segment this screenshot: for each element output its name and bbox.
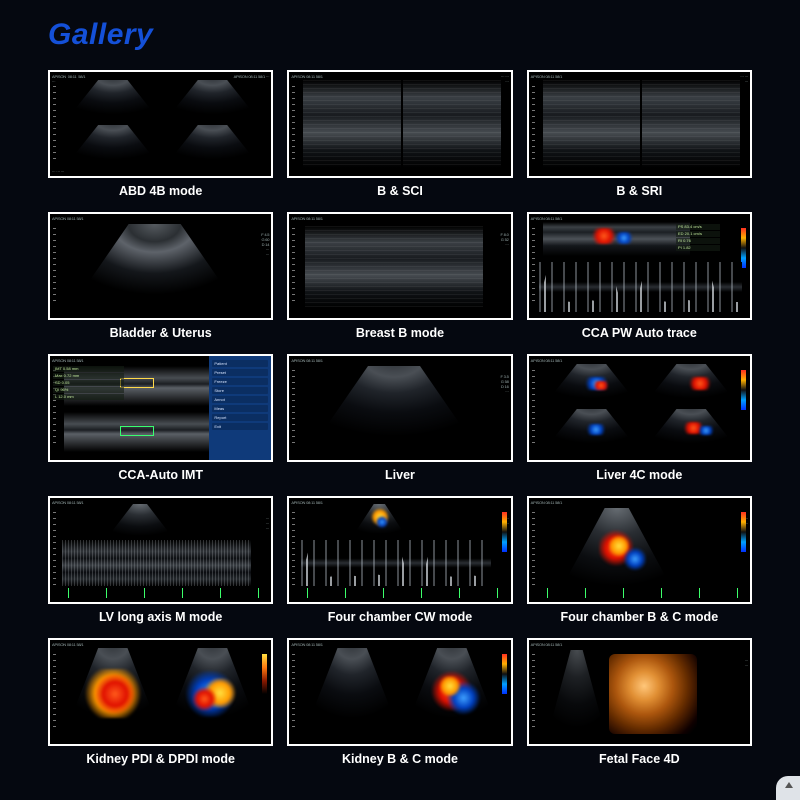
thumbnail: APISON 08:11 58/1 IMT 0.58 mmMax 0.72 mm… — [48, 354, 273, 462]
gallery-item[interactable]: APISON 08:11 58/1 F 4.5G 60D 14······ Bl… — [48, 212, 273, 348]
thumbnail-caption: Liver — [287, 462, 512, 490]
thumbnail: APISON 08:11 58/1 — [287, 638, 512, 746]
meta-text: F 4.5G 60D 14······ — [261, 232, 269, 257]
meta-text: APISON 08:11 58/1 — [291, 642, 322, 647]
depth-scale — [292, 654, 295, 730]
meta-text: APISON 08:11 58/1 — [52, 216, 83, 221]
meta-text: ··· ······ — [740, 74, 748, 84]
meta-text: APISON 08:11 58/1 — [291, 74, 322, 79]
thumbnail: APISON 08:11 58/1 F 3.5G 58D 16··· — [287, 354, 512, 462]
depth-scale — [53, 654, 56, 730]
meta-text: APISON 08:11 58/1 — [291, 216, 322, 221]
depth-scale — [53, 228, 56, 304]
meta-text: F 3.5G 58D 16··· — [501, 374, 509, 394]
thumbnail-caption: CCA-Auto IMT — [48, 462, 273, 490]
thumbnail-caption: CCA PW Auto trace — [527, 320, 752, 348]
depth-scale — [53, 512, 56, 588]
meta-text: APISON 08:11 58/1 — [291, 358, 322, 363]
thumbnail-caption: Bladder & Uterus — [48, 320, 273, 348]
thumbnail: APISON 08:11 58/1 F 4.5G 60D 14······ — [48, 212, 273, 320]
meta-text: APISON 08:11 58/1 — [531, 216, 562, 221]
gallery-item[interactable]: APISON 08:11 58/1 F 8.0G 52··· Breast B … — [287, 212, 512, 348]
thumbnail: APISON 08:11 58/1 ······ — [527, 638, 752, 746]
gallery-item[interactable]: APISON 08:11 58/1 ······ Fetal Face 4D — [527, 638, 752, 774]
depth-scale — [532, 86, 535, 162]
depth-scale — [532, 370, 535, 446]
thumbnail-caption: B & SRI — [527, 178, 752, 206]
meta-text: ········· — [266, 516, 269, 531]
depth-scale — [292, 228, 295, 304]
meta-text: APISON 08:11 58/1 — [52, 358, 83, 363]
thumbnail-caption: Liver 4C mode — [527, 462, 752, 490]
gallery-item[interactable]: APISON 08:11 58/1 ··· ······ B & SRI — [527, 70, 752, 206]
thumbnail-caption: Breast B mode — [287, 320, 512, 348]
thumbnail: APISON 08:11 58/1 ··· ······ — [287, 70, 512, 178]
meta-text: F 8.0G 52··· — [501, 232, 509, 247]
thumbnail-caption: Kidney B & C mode — [287, 746, 512, 774]
meta-text: APISON 08:11 58/1 ··· — [234, 74, 270, 79]
depth-scale — [532, 654, 535, 730]
color-scale — [502, 512, 507, 552]
thumbnail: APISON 08:11 58/1 F 8.0G 52··· — [287, 212, 512, 320]
thumbnail-caption: LV long axis M mode — [48, 604, 273, 632]
meta-text: APISON 08:11 58/1 — [531, 358, 562, 363]
scroll-to-top-button[interactable] — [776, 776, 800, 800]
meta-text: ··· ··· ··· — [52, 169, 64, 174]
meta-text: APISON 08:11 58/1 — [52, 500, 83, 505]
ecg-trace — [289, 588, 510, 598]
depth-scale — [292, 512, 295, 588]
thumbnail-caption: Four chamber B & C mode — [527, 604, 752, 632]
meta-text: APISON 08:11 58/1 — [531, 500, 562, 505]
thumbnail-caption: B & SCI — [287, 178, 512, 206]
ecg-trace — [50, 588, 271, 598]
thumbnail: APISON 08:11 58/1 ······ — [287, 496, 512, 604]
meta-text: APISON 08:11 58/1 — [52, 642, 83, 647]
thumbnail: APISON 08:11 58/1 — [48, 638, 273, 746]
gallery-item[interactable]: APISON 08:11 58/1 Kidney B & C mode — [287, 638, 512, 774]
gallery-item[interactable]: APISON 08:11 58/1 ········· LV long axis… — [48, 496, 273, 632]
gallery-item[interactable]: APISON 08:11 58/1 IMT 0.58 mmMax 0.72 mm… — [48, 354, 273, 490]
thumbnail: APISON 08:11 58/1 ··· ······ — [527, 70, 752, 178]
color-scale — [741, 512, 746, 552]
gallery-item[interactable]: APISON 08:11 58/1 ··· ······ B & SCI — [287, 70, 512, 206]
ecg-trace — [529, 588, 750, 598]
depth-scale — [532, 512, 535, 588]
thumbnail-caption: Kidney PDI & DPDI mode — [48, 746, 273, 774]
thumbnail: APISON 08:11 58/1 ······ — [527, 496, 752, 604]
depth-scale — [53, 86, 56, 162]
gallery-item[interactable]: APISON 08:11 58/1 PS 83.4 cm/sED 20.1 cm… — [527, 212, 752, 348]
gallery-item[interactable]: APISON 08:11 58/1 ······ Four chamber B … — [527, 496, 752, 632]
gallery-item[interactable]: APISON 08:11 58/1 Kidney PDI & DPDI mode — [48, 638, 273, 774]
depth-scale — [292, 86, 295, 162]
gallery-grid: APISON 08:11 58/1··· APISON 08:11 58/1 ·… — [48, 70, 752, 774]
meta-text: APISON 08:11 58/1 — [291, 500, 322, 505]
color-scale — [262, 654, 267, 694]
measure-readout: IMT 0.58 mmMax 0.72 mmSD 0.05QI 96%L 12.… — [53, 366, 124, 401]
measure-readout: PS 83.4 cm/sED 20.1 cm/sRI 0.76PI 1.82 — [676, 224, 720, 252]
gallery-item[interactable]: APISON 08:11 58/1 Liver 4C mo — [527, 354, 752, 490]
roi-box — [120, 426, 154, 436]
thumbnail-caption: ABD 4B mode — [48, 178, 273, 206]
thumbnail: APISON 08:11 58/1 — [527, 354, 752, 462]
gallery-item[interactable]: APISON 08:11 58/1 F 3.5G 58D 16··· Liver — [287, 354, 512, 490]
thumbnail-caption: Four chamber CW mode — [287, 604, 512, 632]
meta-text: ··· ······ — [501, 74, 509, 84]
depth-scale — [292, 370, 295, 446]
gallery-item[interactable]: APISON 08:11 58/1 ······ Four chamber CW… — [287, 496, 512, 632]
depth-scale — [532, 228, 535, 304]
thumbnail: APISON 08:11 58/1 ········· — [48, 496, 273, 604]
meta-text: ······ — [745, 658, 748, 668]
color-scale — [502, 654, 507, 694]
meta-text: APISON 08:11 58/1 — [531, 74, 562, 79]
side-panel: PatientPresetFreezeStoreAnnotMeasReportE… — [209, 356, 271, 460]
roi-box — [120, 378, 154, 388]
page-title: Gallery — [48, 18, 752, 52]
color-scale — [741, 370, 746, 410]
thumbnail-caption: Fetal Face 4D — [527, 746, 752, 774]
meta-text: APISON 08:11 58/1 — [531, 642, 562, 647]
thumbnail: APISON 08:11 58/1··· APISON 08:11 58/1 ·… — [48, 70, 273, 178]
gallery-item[interactable]: APISON 08:11 58/1··· APISON 08:11 58/1 ·… — [48, 70, 273, 206]
thumbnail: APISON 08:11 58/1 PS 83.4 cm/sED 20.1 cm… — [527, 212, 752, 320]
